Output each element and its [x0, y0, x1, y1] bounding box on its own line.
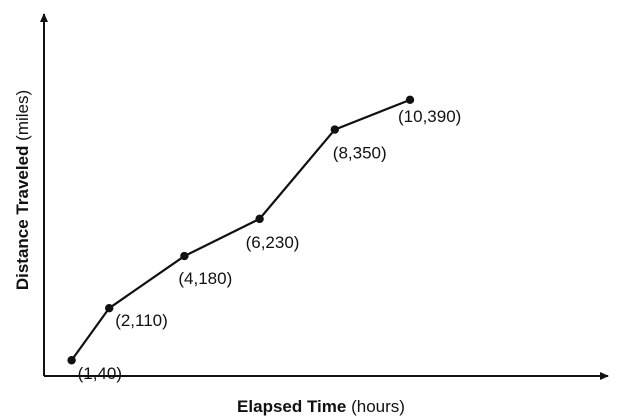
y-axis-label: Distance Traveled [13, 146, 32, 291]
data-point [105, 303, 114, 313]
data-point-label: (10,390) [398, 107, 461, 126]
y-axis-unit: (miles) [13, 90, 32, 141]
data-point-label: (8,350) [333, 144, 387, 163]
data-point [330, 125, 339, 134]
data-point-label: (2,110) [115, 311, 168, 330]
data-point [405, 95, 415, 105]
x-axis-label: Elapsed Time [237, 397, 346, 416]
data-point-label: (4,180) [178, 269, 232, 288]
data-point [180, 251, 189, 261]
x-axis-title: Elapsed Time (hours) [237, 397, 405, 416]
data-point [67, 356, 76, 365]
series-layer: (1,40) (2,110) (4,180) (6,230) (8,350) (10,39… [67, 95, 461, 383]
series-line [70, 98, 411, 361]
x-axis-unit: (hours) [351, 397, 405, 416]
data-point-label: (1,40) [78, 364, 122, 383]
y-axis-title: Distance Traveled (miles) [13, 90, 32, 290]
data-point [255, 214, 264, 224]
data-point-label: (6,230) [246, 233, 300, 252]
